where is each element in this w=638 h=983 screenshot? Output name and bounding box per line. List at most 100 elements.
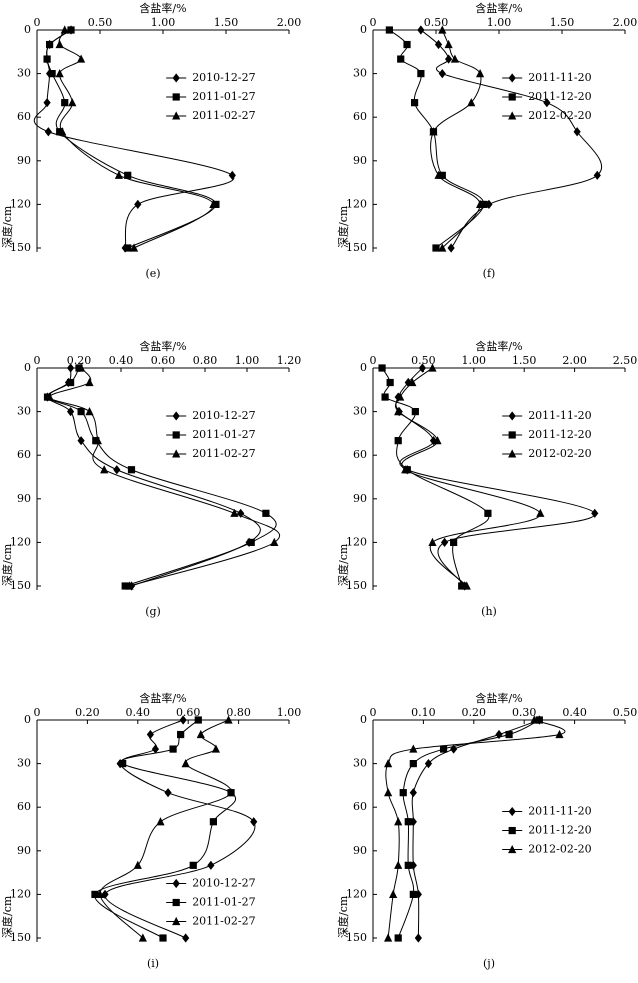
y-tick-label: 60 (353, 110, 367, 123)
marker (414, 933, 422, 943)
marker (409, 890, 417, 898)
x-tick-label: 0.20 (75, 706, 100, 719)
marker (429, 127, 438, 136)
marker (151, 744, 160, 754)
marker (462, 581, 471, 590)
marker (250, 817, 258, 827)
y-tick-label: 0 (24, 23, 31, 36)
marker (408, 377, 417, 387)
marker (508, 411, 516, 421)
marker (182, 933, 190, 943)
marker (593, 170, 601, 180)
marker (417, 25, 425, 35)
series-line (394, 367, 541, 587)
marker (396, 392, 405, 401)
y-tick-label: 120 (10, 887, 31, 900)
y-axis-label: 深度/cm (336, 205, 350, 248)
y-tick-label: 150 (10, 241, 31, 254)
marker (172, 898, 180, 907)
legend-label: 2012-02-20 (528, 447, 591, 460)
marker (44, 127, 52, 137)
marker (450, 54, 459, 63)
y-axis-label: 深度/cm (336, 543, 350, 586)
x-tick-label: 0.50 (613, 706, 638, 719)
panel-label: (i) (147, 957, 159, 970)
marker (386, 378, 394, 387)
marker (270, 537, 279, 546)
marker (77, 363, 86, 372)
marker (508, 844, 517, 854)
marker (508, 826, 516, 835)
marker (495, 729, 503, 740)
marker (172, 93, 180, 101)
marker (55, 39, 64, 49)
marker (181, 759, 190, 768)
marker (410, 99, 419, 107)
x-tick-label: 0 (34, 354, 41, 367)
marker (508, 111, 517, 120)
marker (458, 582, 466, 590)
marker (508, 93, 516, 101)
y-axis-label: 深度/cm (0, 205, 14, 248)
y-tick-label: 150 (346, 241, 367, 254)
marker (476, 69, 485, 78)
y-tick-label: 120 (346, 197, 367, 210)
marker (417, 70, 425, 78)
x-tick-label: 0 (370, 706, 377, 719)
marker (403, 40, 411, 49)
y-axis-label: 深度/cm (0, 895, 14, 938)
marker (67, 26, 75, 34)
panel-label: (f) (483, 267, 496, 280)
marker (384, 759, 393, 768)
marker (169, 745, 177, 753)
x-tick-label: 1.50 (214, 16, 239, 29)
marker (381, 393, 389, 401)
series-line (104, 719, 256, 939)
marker (172, 431, 180, 439)
y-tick-label: 60 (17, 110, 31, 123)
y-tick-label: 60 (17, 800, 31, 813)
marker (397, 55, 405, 63)
legend-label: 2011-01-27 (192, 428, 255, 441)
marker (211, 744, 221, 753)
marker (438, 171, 446, 179)
y-tick-label: 90 (17, 154, 31, 167)
y-tick-label: 30 (353, 67, 367, 80)
marker (378, 364, 386, 372)
marker (447, 243, 455, 253)
x-tick-label: 0.40 (126, 706, 151, 719)
x-tick-label: 0 (34, 16, 41, 29)
marker (177, 730, 185, 739)
y-tick-label: 90 (353, 844, 367, 857)
y-tick-label: 90 (17, 844, 31, 857)
marker (424, 759, 433, 769)
x-tick-label: 0 (370, 16, 377, 29)
marker (119, 760, 127, 768)
marker (172, 73, 180, 83)
x-tick-label: 1.00 (462, 354, 487, 367)
series-line (395, 367, 596, 587)
marker (530, 715, 539, 724)
marker (434, 170, 443, 179)
marker (93, 436, 102, 445)
marker (124, 244, 132, 252)
marker (573, 127, 581, 137)
marker (485, 199, 493, 209)
marker (262, 509, 270, 517)
y-tick-label: 60 (353, 800, 367, 813)
series-line (389, 29, 485, 249)
y-tick-label: 0 (360, 23, 367, 36)
marker (172, 411, 180, 421)
marker (85, 407, 94, 416)
legend-label: 2011-11-20 (528, 71, 591, 84)
marker (438, 243, 447, 252)
marker (385, 26, 393, 34)
marker (433, 436, 442, 445)
marker (432, 244, 440, 252)
x-tick-label: 0.30 (512, 706, 537, 719)
marker (100, 465, 109, 474)
marker (43, 55, 51, 63)
x-tick-label: 1.00 (235, 354, 260, 367)
x-tick-label: 1.00 (487, 16, 512, 29)
